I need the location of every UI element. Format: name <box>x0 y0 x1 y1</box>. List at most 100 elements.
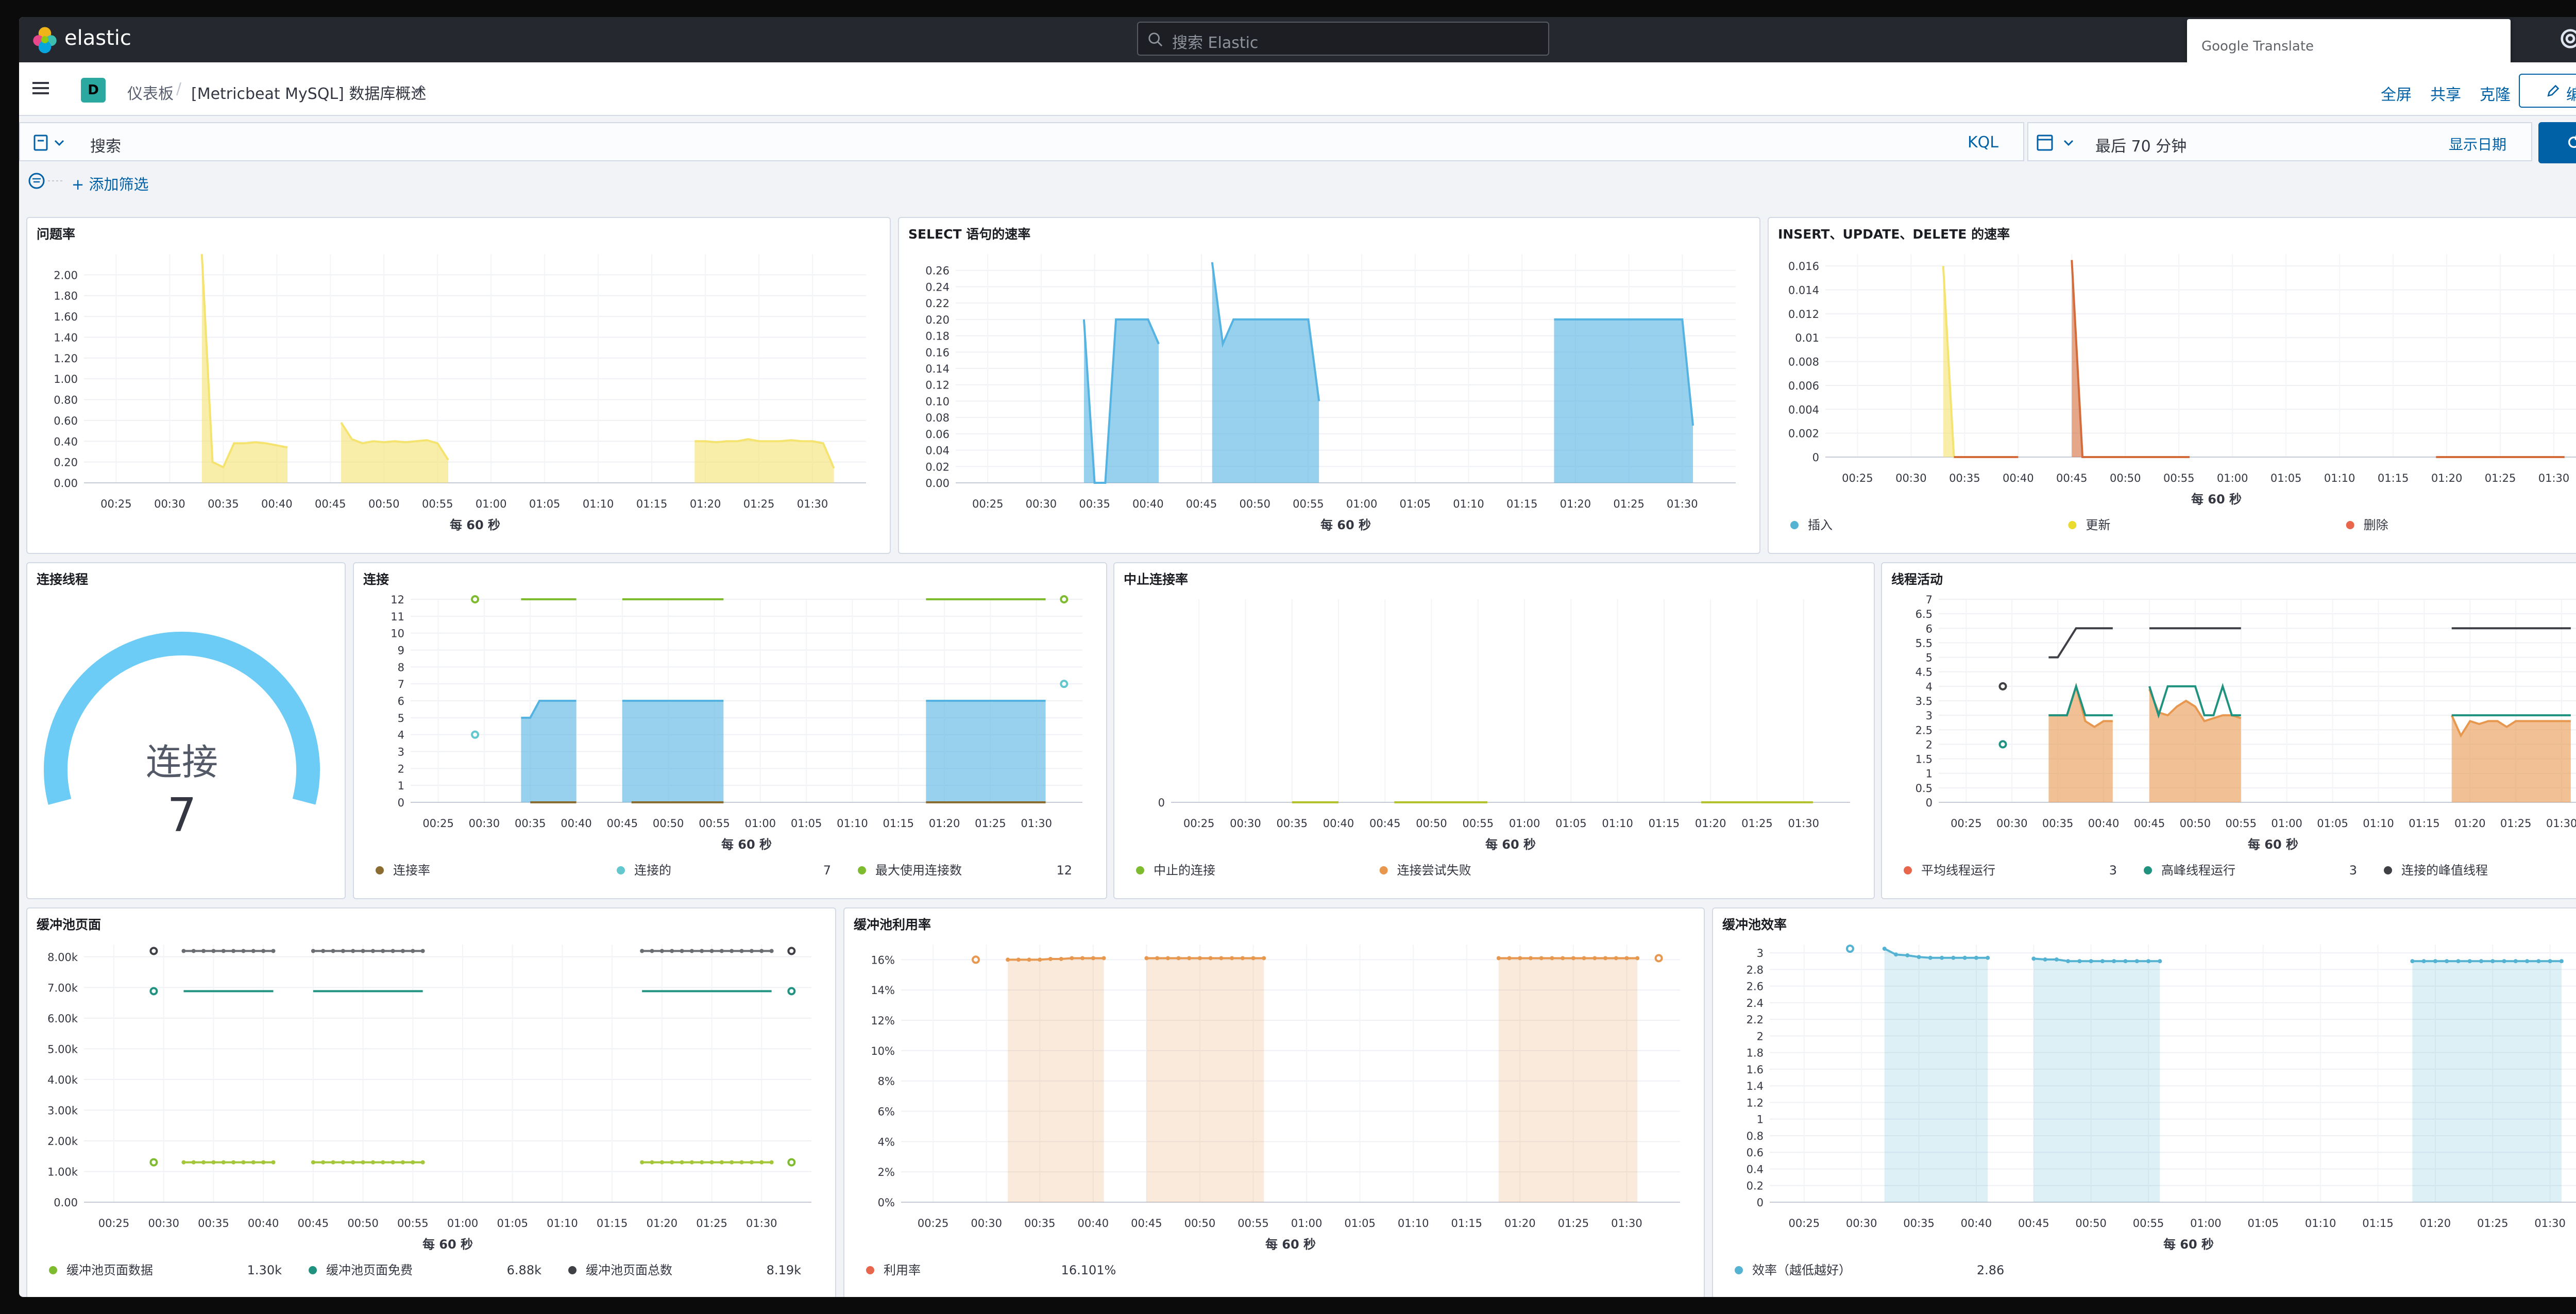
y-tick-label: 8.00k <box>47 951 78 964</box>
data-point <box>241 1160 246 1165</box>
legend-label: 更新 <box>2086 518 2110 532</box>
x-tick-label: 00:50 <box>2110 472 2141 484</box>
data-point <box>659 1160 664 1165</box>
data-point <box>1262 956 1266 961</box>
legend-value: 6.88k <box>507 1263 541 1277</box>
buffer-pool-utilization-chart[interactable]: 0% 2% 4% 6% 8% 10% 12% 14% 16% 00:25 00:30 00:35 00:… <box>844 908 1705 1297</box>
thread-activity-chart[interactable]: 0 0.5 1 1.5 2 2.5 3 3.5 4 4.5 5 5.5 6 6.5 7 00:25 00:30 0… <box>1882 563 2576 899</box>
share-button[interactable]: 共享 <box>2430 86 2461 104</box>
y-tick-label: 16% <box>871 954 895 966</box>
series-area <box>1212 262 1319 483</box>
calendar-icon[interactable] <box>2036 133 2082 152</box>
panel-title: 连接线程 <box>37 572 89 587</box>
fullscreen-button[interactable]: 全屏 <box>2381 86 2412 104</box>
x-tick-label: 01:25 <box>1741 817 1773 830</box>
data-point <box>2146 959 2151 964</box>
x-axis-label: 每 60 秒 <box>2163 1237 2214 1252</box>
aborted-connections-chart[interactable]: 0 00:25 00:30 00:35 00:40 00:45 00:50 00:55 01:0… <box>1114 563 1875 899</box>
series-area <box>1008 958 1104 1202</box>
menu-icon[interactable] <box>30 78 51 98</box>
x-tick-label: 01:20 <box>647 1217 678 1229</box>
legend-swatch <box>617 866 625 874</box>
series-line <box>1554 318 1694 426</box>
legend-swatch <box>866 1266 874 1274</box>
x-tick-label: 00:55 <box>1293 498 1324 510</box>
clone-button[interactable]: 克隆 <box>2480 86 2511 104</box>
y-tick-label: 5.5 <box>1916 637 1933 649</box>
buffer-pool-efficiency-chart[interactable]: 0 0.2 0.4 0.6 0.8 1 1.2 1.4 1.6 1.8 2 2.2 2.4 2.6 2.8 3… <box>1713 908 2576 1297</box>
data-point <box>640 949 645 953</box>
data-point <box>1027 957 1031 962</box>
data-point <box>370 1160 375 1165</box>
x-tick-label: 01:05 <box>1555 817 1587 830</box>
show-dates-link[interactable]: 显示日期 <box>2449 136 2507 153</box>
data-point <box>2548 959 2552 964</box>
space-avatar[interactable]: D <box>81 78 106 103</box>
kql-toggle[interactable]: KQL <box>1968 133 1998 151</box>
data-point <box>251 949 256 953</box>
series-area <box>521 701 577 802</box>
y-tick-label: 1 <box>398 780 404 792</box>
series-area <box>1083 319 1159 483</box>
buffer-pool-pages-chart[interactable]: 0.00 1.00k 2.00k 3.00k 4.00k 5.00k 6.00k 7.00k 8… <box>27 908 836 1297</box>
data-point <box>1582 956 1586 961</box>
x-tick-label: 01:20 <box>690 498 721 510</box>
legend-label: 缓冲池页面数据 <box>66 1263 153 1277</box>
x-tick-label: 00:50 <box>1184 1217 1216 1229</box>
add-filter-button[interactable]: + 添加筛选 <box>72 176 149 193</box>
x-axis-label: 每 60 秒 <box>1485 837 1536 852</box>
issues-rate-chart[interactable]: 0.00 0.20 0.40 0.60 0.80 1.00 1.20 1.40 1.60 1.80… <box>27 218 891 554</box>
x-tick-label: 01:30 <box>1021 817 1052 830</box>
saved-query-icon[interactable] <box>32 132 71 153</box>
data-point <box>1197 956 1202 961</box>
plot-area: 0.00 0.20 0.40 0.60 0.80 1.00 1.20 1.40 1.60 1.80… <box>54 254 866 532</box>
x-tick-label: 00:55 <box>1463 817 1494 830</box>
y-tick-label: 5 <box>1926 652 1933 664</box>
x-tick-label: 00:50 <box>368 498 400 510</box>
x-tick-label: 00:35 <box>1276 817 1308 830</box>
google-translate-label: Google Translate <box>2201 39 2314 54</box>
connection-gauge[interactable]: 连接 7 <box>27 563 346 899</box>
select-rate-chart[interactable]: 0.00 0.02 0.04 0.06 0.08 0.10 0.12 0.14 0.16 0.18… <box>899 218 1760 554</box>
x-tick-label: 01:10 <box>1398 1217 1429 1229</box>
series-area <box>1943 266 1965 457</box>
x-axis-label: 每 60 秒 <box>1265 1237 1316 1252</box>
google-translate-popup[interactable]: Google Translate <box>2187 19 2511 71</box>
x-tick-label: 01:00 <box>1509 817 1540 830</box>
data-point <box>1187 956 1192 961</box>
x-tick-label: 01:30 <box>797 498 828 510</box>
y-tick-label: 0.16 <box>925 346 950 359</box>
y-tick-label: 7.00k <box>47 982 78 994</box>
breadcrumb-dashboards[interactable]: 仪表板 <box>127 85 174 103</box>
refresh-button[interactable]: 刷新 <box>2538 122 2576 163</box>
query-input[interactable]: 搜索 KQL <box>19 122 2024 161</box>
data-point <box>351 1160 355 1165</box>
data-point <box>471 730 480 739</box>
data-point <box>2031 956 2036 961</box>
panel-title: 中止连接率 <box>1124 572 1189 587</box>
x-tick-label: 01:15 <box>883 817 914 830</box>
global-search-input[interactable]: 搜索 Elastic <box>1137 22 1549 56</box>
data-point <box>1592 956 1597 961</box>
x-tick-label: 01:05 <box>497 1217 528 1229</box>
time-picker[interactable]: 最后 70 分钟 显示日期 <box>2027 122 2532 161</box>
brand-name[interactable]: elastic <box>64 26 131 50</box>
data-point <box>191 1160 196 1165</box>
x-tick-label: 00:50 <box>1416 817 1447 830</box>
x-axis-label: 每 60 秒 <box>1320 518 1371 532</box>
x-tick-label: 01:00 <box>476 498 507 510</box>
data-point <box>2410 959 2415 964</box>
edit-button[interactable]: 编辑 <box>2519 74 2576 108</box>
elastic-logo-icon[interactable] <box>30 25 59 54</box>
y-tick-label: 1.4 <box>1747 1080 1764 1092</box>
data-point <box>321 1160 326 1165</box>
help-icon[interactable] <box>2556 24 2576 53</box>
filter-options-icon[interactable] <box>27 172 69 190</box>
time-range-label[interactable]: 最后 70 分钟 <box>2095 138 2187 156</box>
data-point <box>311 949 315 953</box>
x-tick-label: 00:25 <box>1842 472 1873 484</box>
series-line <box>1082 318 1160 484</box>
x-tick-label: 01:15 <box>597 1217 628 1229</box>
insert-update-delete-chart[interactable]: 0 0.002 0.004 0.006 0.008 0.01 0.012 0.014 0.016… <box>1769 218 2576 554</box>
